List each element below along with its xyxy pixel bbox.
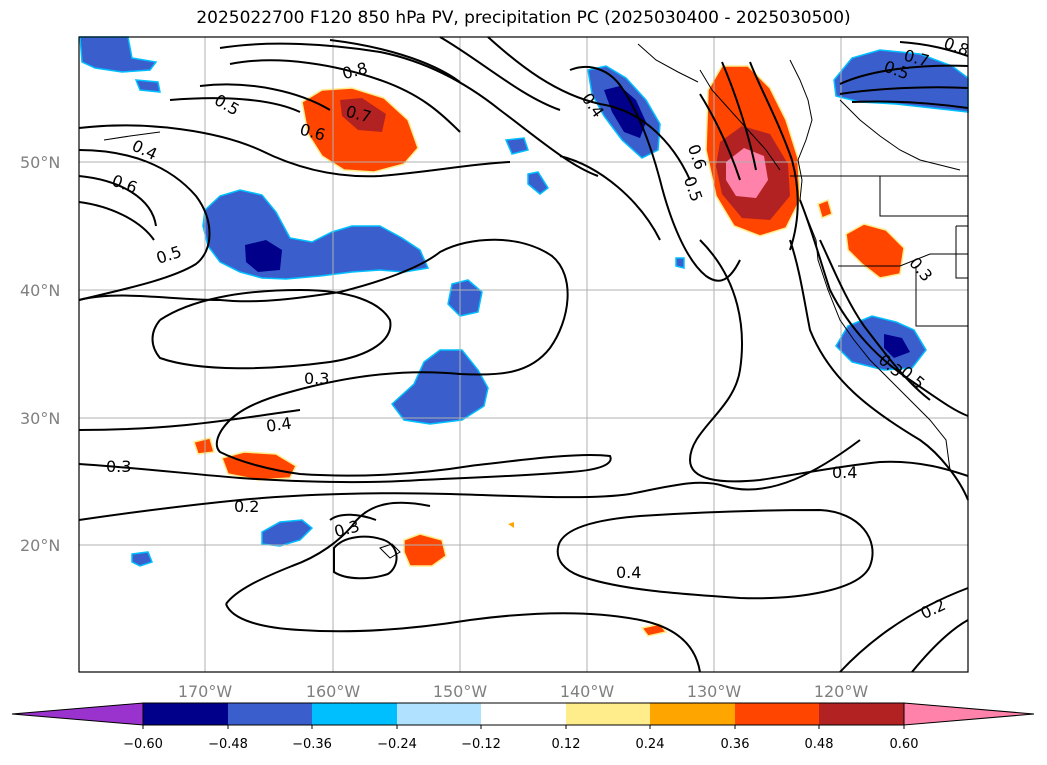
colorbar-segment [143,703,228,725]
colorbar-segment [397,703,481,725]
lon-label: 120°W [814,682,869,701]
coastlines [103,43,968,559]
latitude-labels: 50°N 40°N 30°N 20°N [20,153,60,555]
colorbar: −0.60 −0.48 −0.36 −0.24 −0.12 0.12 0.24 … [11,702,1035,752]
colorbar-extend-low [11,702,144,726]
colorbar-tick: −0.36 [292,737,332,752]
colorbar-segment [566,703,650,725]
contour-label: 0.4 [265,413,293,435]
colorbar-tick: −0.24 [377,737,417,752]
lat-label: 50°N [20,153,60,172]
lon-label: 130°W [687,682,742,701]
map-frame [78,36,969,673]
positive-precip-anomalies [193,65,905,637]
colorbar-tick: −0.12 [461,737,501,752]
lat-label: 20°N [20,536,60,555]
colorbar-extend-high [903,702,1035,726]
graticule [79,37,968,672]
colorbar-segment [735,703,819,725]
map-title: 2025022700 F120 850 hPa PV, precipitatio… [196,8,851,28]
lon-label: 160°W [306,682,361,701]
contour-label: 0.2 [234,497,259,516]
colorbar-segment [228,703,312,725]
lon-label: 150°W [433,682,488,701]
map-background [79,37,968,672]
lon-label: 170°W [178,682,233,701]
contour-label: 0.4 [832,463,857,482]
colorbar-segment [650,703,735,725]
colorbar-tick: 0.36 [721,737,750,752]
lon-label: 140°W [560,682,615,701]
contour-label: 0.3 [304,369,329,388]
colorbar-tick: 0.24 [636,737,665,752]
colorbar-tick: −0.48 [208,737,248,752]
colorbar-tick: 0.48 [805,737,834,752]
colorbar-segment [481,703,566,725]
pv-contours [78,36,969,673]
colorbar-segment [312,703,397,725]
colorbar-tick: −0.60 [123,737,163,752]
contour-label: 0.4 [616,563,641,582]
contour-label: 0.3 [106,457,131,476]
colorbar-tick: 0.12 [552,737,581,752]
longitude-labels: 170°W 160°W 150°W 140°W 130°W 120°W [178,682,869,701]
colorbar-tick: 0.60 [890,737,919,752]
lat-label: 40°N [20,281,60,300]
colorbar-segment [819,703,904,725]
lat-label: 30°N [20,409,60,428]
